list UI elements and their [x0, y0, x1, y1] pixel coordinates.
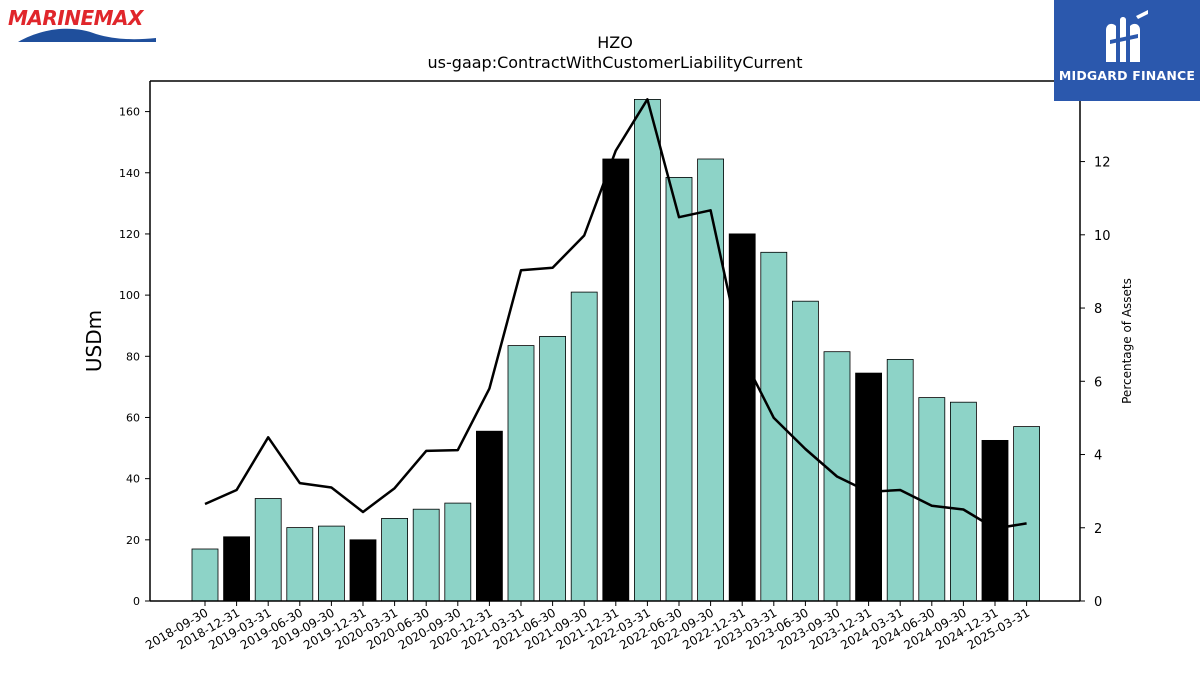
- y-tick-label: 120: [119, 228, 140, 241]
- bar-series: [191, 99, 1040, 602]
- bar-2021-03-31: [507, 345, 535, 602]
- bar-2021-12-31: [602, 158, 630, 602]
- y2-axis-label: Percentage of Assets: [1120, 278, 1134, 404]
- chart-title: HZO: [597, 33, 633, 52]
- bar-2020-06-30: [412, 508, 440, 602]
- percentage-line: [204, 98, 1027, 530]
- midgard-logo-text: MIDGARD FINANCE: [1058, 68, 1196, 83]
- y-axis-label: USDm: [82, 310, 106, 372]
- right-ticks: 0 2 4 6 8 10 12: [1080, 156, 1111, 610]
- bar-2018-09-30: [191, 548, 219, 602]
- bar-2020-12-31: [475, 430, 503, 602]
- chart-subtitle: us-gaap:ContractWithCustomerLiabilityCur…: [428, 53, 803, 72]
- wave-icon: [18, 28, 156, 42]
- y2-tick-label: 12: [1094, 156, 1111, 171]
- bar-2024-09-30: [950, 401, 977, 602]
- bar-2021-09-30: [570, 291, 598, 602]
- bar-2018-12-31: [223, 536, 251, 602]
- bar-2020-03-31: [381, 518, 409, 602]
- y-tick-label: 80: [126, 350, 140, 363]
- y-tick-label: 60: [126, 411, 140, 424]
- bar-2023-06-30: [792, 300, 819, 602]
- bar-2022-09-30: [697, 158, 724, 602]
- y-tick-label: 0: [133, 595, 140, 608]
- midgard-emblem-icon: [1106, 10, 1148, 63]
- bar-2024-12-31: [981, 439, 1009, 602]
- left-ticks: 0 20 40 60 80 100 120 140 160: [119, 106, 150, 608]
- midgard-finance-logo: MIDGARD FINANCE: [1054, 0, 1200, 101]
- bar-2019-03-31: [254, 498, 282, 602]
- bar-2022-12-31: [728, 233, 756, 602]
- marinemax-logo-text: MARINEMAX: [8, 6, 145, 30]
- bar-2022-06-30: [665, 176, 693, 602]
- x-ticks: 2018-09-302018-12-312019-03-312019-06-30…: [143, 601, 1032, 652]
- y-tick-label: 160: [119, 106, 140, 119]
- bar-2024-06-30: [918, 397, 946, 602]
- bar-2024-03-31: [886, 358, 914, 602]
- y2-tick-label: 6: [1094, 375, 1102, 390]
- bar-2025-03-31: [1013, 426, 1040, 602]
- bar-2019-09-30: [317, 525, 345, 602]
- bar-2019-06-30: [286, 527, 314, 602]
- y-tick-label: 100: [119, 289, 140, 302]
- bar-2020-09-30: [444, 502, 472, 602]
- y-tick-label: 20: [126, 534, 140, 547]
- y-tick-label: 40: [126, 473, 140, 486]
- marinemax-logo: MARINEMAX: [8, 6, 156, 42]
- y2-tick-label: 2: [1094, 522, 1102, 537]
- y2-tick-label: 4: [1094, 449, 1102, 464]
- midgard-logo-badge: [1054, 0, 1200, 101]
- bar-2022-03-31: [634, 99, 661, 602]
- y-tick-label: 140: [119, 167, 140, 180]
- y2-tick-label: 10: [1094, 229, 1111, 244]
- y2-tick-label: 8: [1094, 302, 1102, 317]
- logo-background: [1054, 0, 1200, 101]
- bar-2019-12-31: [349, 539, 377, 602]
- bar-2021-06-30: [539, 335, 566, 602]
- y2-tick-label: 0: [1094, 595, 1102, 610]
